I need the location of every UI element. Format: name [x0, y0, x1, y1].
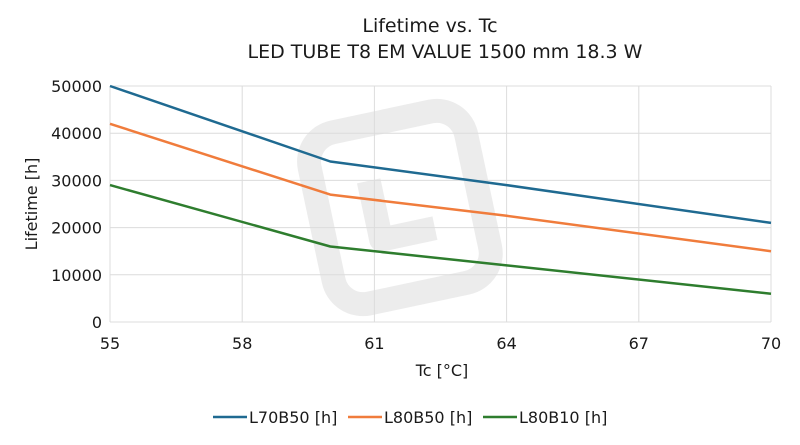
grid	[109, 85, 772, 323]
y-tick-label: 10000	[51, 266, 102, 285]
y-axis-label: Lifetime [h]	[22, 158, 41, 251]
chart-subtitle: LED TUBE T8 EM VALUE 1500 mm 18.3 W	[248, 41, 643, 63]
x-tick-label: 55	[100, 334, 120, 353]
series-lines	[109, 84, 772, 295]
legend-label: L80B10 [h]	[519, 408, 607, 427]
legend: L70B50 [h] L80B50 [h] L80B10 [h]	[213, 408, 607, 427]
series-line	[109, 183, 772, 295]
series-line	[109, 84, 772, 225]
y-tick-label: 50000	[51, 77, 102, 96]
y-tick-label: 30000	[51, 171, 102, 190]
legend-item: L80B10 [h]	[483, 408, 607, 427]
x-tick-labels: 55 58 61 64 67 70	[100, 334, 781, 353]
legend-label: L80B50 [h]	[384, 408, 472, 427]
y-tick-labels: 0 10000 20000 30000 40000 50000	[51, 77, 102, 332]
x-axis-label: Tc [°C]	[415, 361, 469, 380]
x-tick-label: 70	[761, 334, 781, 353]
legend-label: L70B50 [h]	[249, 408, 337, 427]
legend-item: L80B50 [h]	[348, 408, 472, 427]
series-line	[109, 122, 772, 253]
legend-item: L70B50 [h]	[213, 408, 337, 427]
watermark-logo	[297, 98, 503, 317]
y-tick-label: 40000	[51, 124, 102, 143]
y-tick-label: 0	[92, 313, 102, 332]
x-tick-label: 67	[629, 334, 649, 353]
chart-title: Lifetime vs. Tc	[362, 15, 497, 37]
y-tick-label: 20000	[51, 219, 102, 238]
x-tick-label: 58	[232, 334, 252, 353]
x-tick-label: 61	[364, 334, 384, 353]
x-tick-label: 64	[496, 334, 516, 353]
